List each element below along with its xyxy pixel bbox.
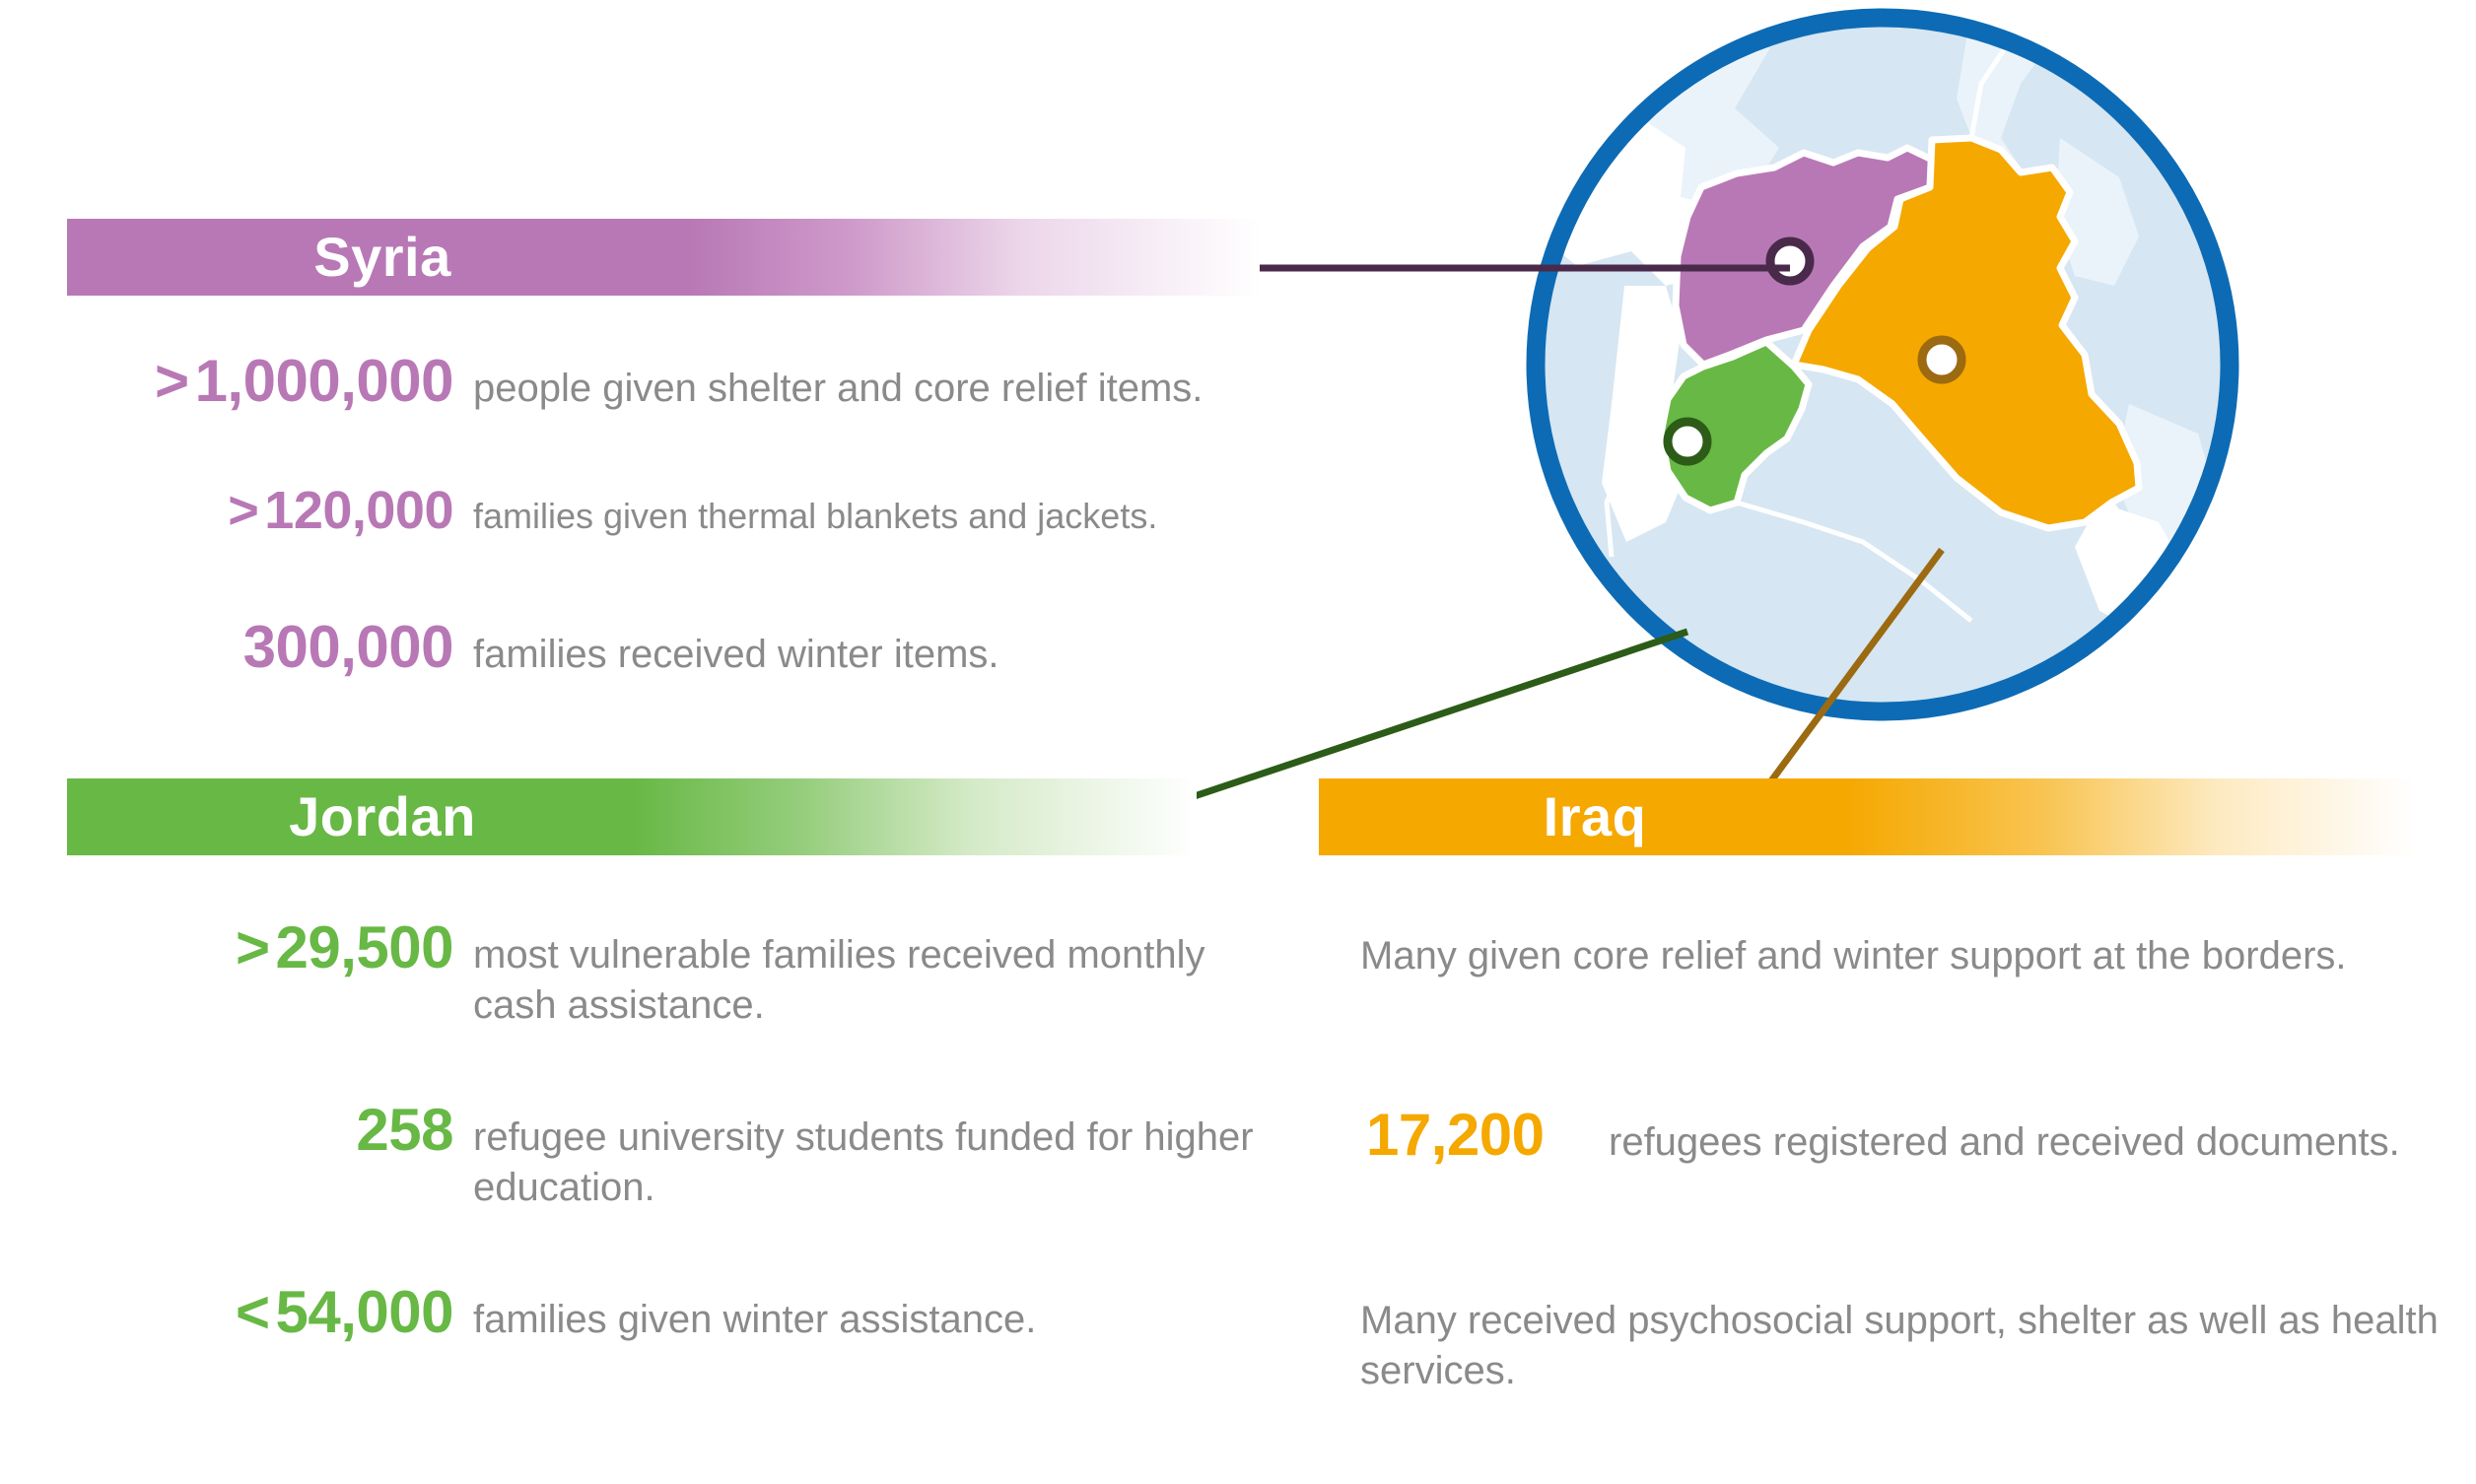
stat-description: people given shelter and core relief ite… (473, 367, 1204, 410)
map-marker-syria[interactable] (1765, 236, 1815, 286)
stat-number: 120,000 (264, 481, 453, 540)
stat-value: 17,200 (1360, 1104, 1587, 1166)
stat-number: 1,000,000 (194, 348, 454, 414)
stat-description: most vulnerable families received monthl… (473, 933, 1205, 1028)
country-label-syria: Syria (313, 226, 451, 288)
stat-row: >1,000,000 people given shelter and core… (39, 350, 1203, 414)
stat-description: refugees registered and received documen… (1609, 1120, 2400, 1164)
country-banner-iraq: Iraq (1319, 778, 2415, 855)
stat-number: 17,200 (1366, 1102, 1545, 1168)
stat-row: 17,200 refugees registered and received … (1360, 1104, 2427, 1168)
land-iran-north (2055, 138, 2139, 286)
stat-comparator: > (228, 481, 259, 540)
stat-number: 29,500 (275, 914, 453, 980)
stat-comparator: < (235, 1279, 270, 1345)
country-label-jordan: Jordan (289, 785, 476, 847)
stat-comparator: > (235, 914, 270, 980)
stat-value: >1,000,000 (39, 350, 453, 412)
iraq-note-top: Many given core relief and winter suppor… (1360, 934, 2347, 978)
map-marker-iraq[interactable] (1917, 335, 1966, 384)
stat-description: families given thermal blankets and jack… (473, 496, 1158, 536)
country-banner-jordan: Jordan (67, 778, 1197, 855)
stat-row: 258 refugee university students funded f… (39, 1099, 1262, 1213)
stat-value: <54,000 (39, 1279, 454, 1345)
map-region-jordan[interactable] (1657, 338, 1813, 514)
stat-value: 300,000 (39, 614, 454, 680)
stat-row: <54,000 families given winter assistance… (39, 1281, 1262, 1345)
stat-value: >120,000 (39, 483, 453, 539)
stat-number: 258 (356, 1097, 453, 1163)
iraq-note-bottom: Many received psychosocial support, shel… (1360, 1299, 2439, 1393)
stat-row: >120,000 families given thermal blankets… (39, 483, 1157, 539)
stat-description: families given winter assistance. (473, 1298, 1037, 1341)
stat-description: refugee university students funded for h… (473, 1115, 1254, 1210)
country-label-iraq: Iraq (1543, 785, 1647, 847)
stat-value: 258 (39, 1099, 453, 1161)
stat-number: 300,000 (242, 614, 454, 680)
stat-number: 54,000 (275, 1279, 453, 1345)
middle-east-globe-map (1526, 8, 2239, 721)
stat-description: families received winter items. (473, 633, 999, 676)
stat-value: >29,500 (39, 914, 454, 980)
map-marker-jordan[interactable] (1663, 417, 1712, 466)
stat-row: 300,000 families received winter items. (39, 616, 999, 680)
stat-row: >29,500 most vulnerable families receive… (39, 916, 1262, 1031)
country-banner-syria: Syria (67, 219, 1260, 296)
stat-comparator: > (155, 348, 189, 414)
